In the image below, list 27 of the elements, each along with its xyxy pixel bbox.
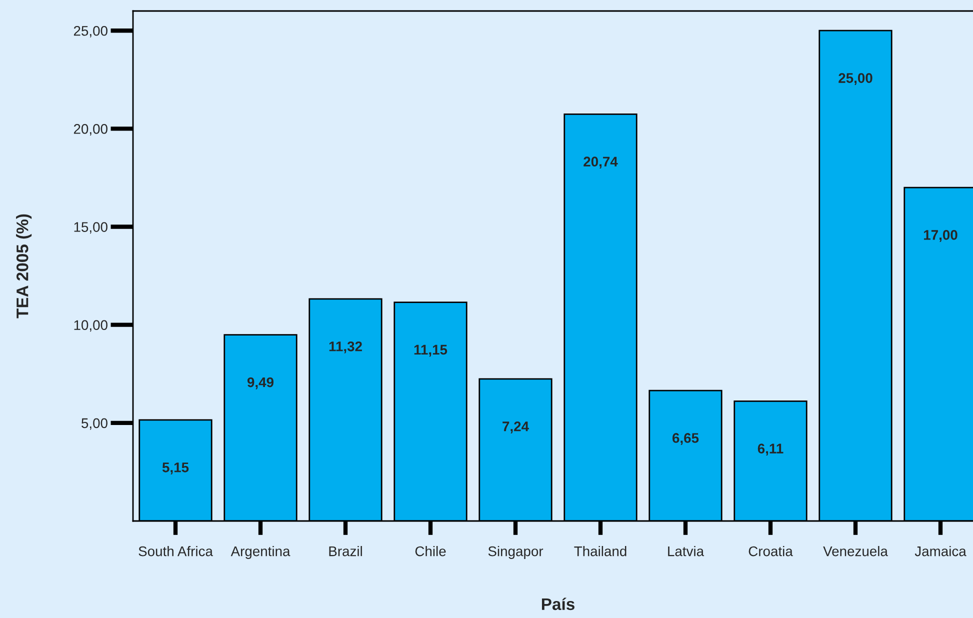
x-tick-label: Croatia [748, 546, 793, 556]
x-tick-label: Chile [415, 546, 446, 556]
data-label: 11,15 [414, 344, 448, 357]
x-tick-label: Singapor [488, 546, 544, 559]
data-label: 17,00 [924, 230, 958, 242]
y-tick-label: 15,00 [74, 222, 108, 234]
y-tick-label: 10,00 [74, 320, 108, 332]
y-tick-label: 25,00 [74, 26, 108, 38]
data-label: 25,00 [838, 73, 872, 85]
x-tick-label: South Africa [138, 546, 213, 556]
data-label: 5,15 [162, 462, 189, 474]
y-tick-label: 20,00 [74, 124, 108, 136]
data-label: 11,32 [329, 341, 362, 354]
y-axis-title: TEA 2005 (%) [16, 214, 32, 318]
x-tick-label: Brazil [329, 546, 362, 556]
y-tick-label: 5,00 [82, 418, 108, 430]
data-label: 20,74 [584, 156, 618, 169]
x-tick-label: Venezuela [823, 546, 888, 556]
data-label: 6,11 [758, 444, 784, 456]
data-label: 9,49 [247, 377, 274, 390]
x-tick-label: Latvia [668, 546, 704, 556]
x-tick-label: Argentina [230, 546, 290, 559]
data-label: 7,24 [502, 421, 529, 434]
data-label: 6,65 [672, 433, 699, 445]
x-axis-title: País [542, 598, 574, 610]
x-tick-label: Jamaica [914, 546, 966, 556]
x-tick-label: Thailand [574, 546, 626, 556]
